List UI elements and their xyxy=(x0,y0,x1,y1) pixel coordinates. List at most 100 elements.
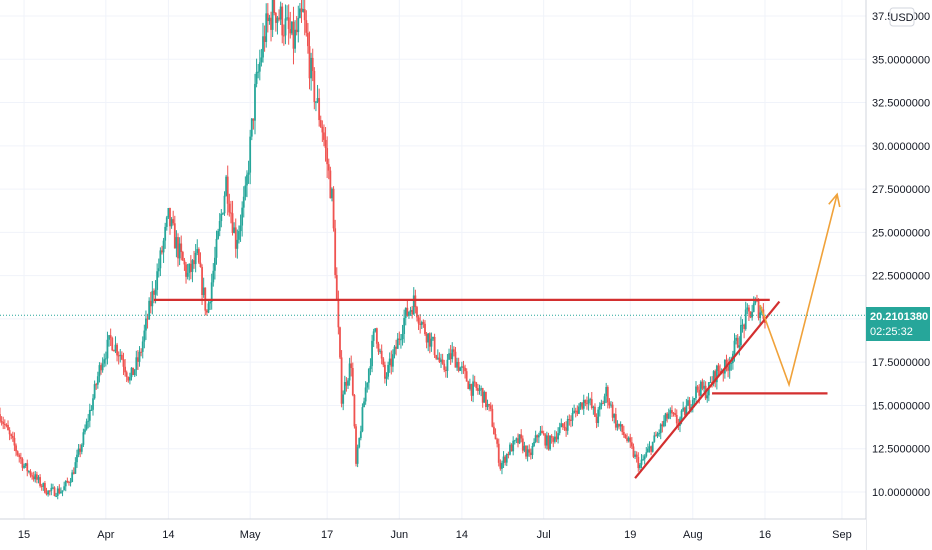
candle xyxy=(587,392,590,411)
candle xyxy=(189,255,192,280)
candle xyxy=(635,451,638,463)
candle xyxy=(744,301,747,331)
candle xyxy=(143,324,146,349)
candle xyxy=(502,451,505,468)
candle xyxy=(656,431,659,439)
candle xyxy=(425,331,428,349)
candle xyxy=(210,273,213,310)
candle xyxy=(48,490,51,496)
candle xyxy=(584,399,587,407)
candle xyxy=(640,454,643,469)
candle xyxy=(302,0,304,13)
candle xyxy=(197,247,200,265)
candle xyxy=(87,413,90,429)
candle xyxy=(111,336,114,352)
candle xyxy=(47,490,50,497)
candle xyxy=(334,219,337,279)
candle xyxy=(409,306,412,316)
candle xyxy=(395,339,398,356)
candle xyxy=(215,230,218,265)
candle xyxy=(254,73,256,135)
candle xyxy=(100,362,102,375)
candle xyxy=(435,354,438,361)
candle xyxy=(661,421,664,433)
candle xyxy=(759,305,762,326)
candle xyxy=(643,454,646,465)
candle xyxy=(13,432,16,452)
candle xyxy=(34,471,37,483)
candle xyxy=(3,419,6,430)
candle xyxy=(375,327,378,349)
currency-button[interactable]: USD xyxy=(889,7,915,27)
price-tick-label: 10.0000000 xyxy=(872,487,930,499)
candle xyxy=(674,408,677,417)
candle xyxy=(270,11,272,42)
candle xyxy=(459,366,462,372)
candle xyxy=(356,444,359,468)
candle xyxy=(225,174,228,197)
candle xyxy=(207,301,210,314)
candle xyxy=(496,437,499,448)
candle xyxy=(748,304,750,322)
candle xyxy=(449,344,452,365)
candle xyxy=(430,332,433,352)
candle xyxy=(382,357,385,368)
candle xyxy=(84,424,86,435)
candle xyxy=(528,444,531,457)
candle xyxy=(82,428,85,448)
candle xyxy=(428,332,431,354)
candle xyxy=(196,239,199,256)
candle xyxy=(576,405,579,417)
candle xyxy=(557,427,559,444)
candle xyxy=(642,454,644,461)
candle xyxy=(383,361,386,384)
candle xyxy=(337,290,340,335)
candle xyxy=(470,383,473,402)
candle xyxy=(552,436,555,448)
candle xyxy=(353,393,356,429)
candle xyxy=(757,298,760,321)
candle xyxy=(602,400,604,405)
candle xyxy=(323,124,325,147)
candle xyxy=(566,415,569,435)
candle xyxy=(691,396,694,413)
candle xyxy=(518,434,521,445)
candle xyxy=(271,0,274,37)
candle xyxy=(728,356,731,379)
candle xyxy=(451,342,454,363)
candle xyxy=(122,352,125,376)
candle xyxy=(475,381,478,391)
candle xyxy=(108,334,110,347)
candle xyxy=(233,222,236,234)
candle xyxy=(579,401,582,410)
price-tick-label: 35.0000000 xyxy=(872,54,930,66)
candle xyxy=(703,379,705,392)
candle xyxy=(562,423,564,430)
candle xyxy=(223,191,226,216)
candle xyxy=(68,480,70,486)
candle xyxy=(7,420,9,431)
candle xyxy=(24,462,27,468)
price-tick-label: 12.5000000 xyxy=(872,444,930,456)
candle xyxy=(92,394,94,416)
candle xyxy=(648,441,651,453)
candle xyxy=(393,345,396,359)
candle xyxy=(205,309,208,316)
candle xyxy=(295,16,298,36)
candle xyxy=(417,314,420,331)
candle xyxy=(359,425,362,441)
candle xyxy=(129,372,131,385)
candle xyxy=(396,332,399,349)
chart-grid xyxy=(0,0,866,519)
candle xyxy=(250,117,253,141)
candle xyxy=(414,289,417,314)
candle xyxy=(574,407,577,418)
candle xyxy=(658,429,661,437)
candle xyxy=(491,404,494,428)
candle xyxy=(140,348,143,357)
candle xyxy=(249,129,252,185)
candle xyxy=(374,328,377,333)
candle xyxy=(544,433,547,449)
candle xyxy=(273,0,276,16)
